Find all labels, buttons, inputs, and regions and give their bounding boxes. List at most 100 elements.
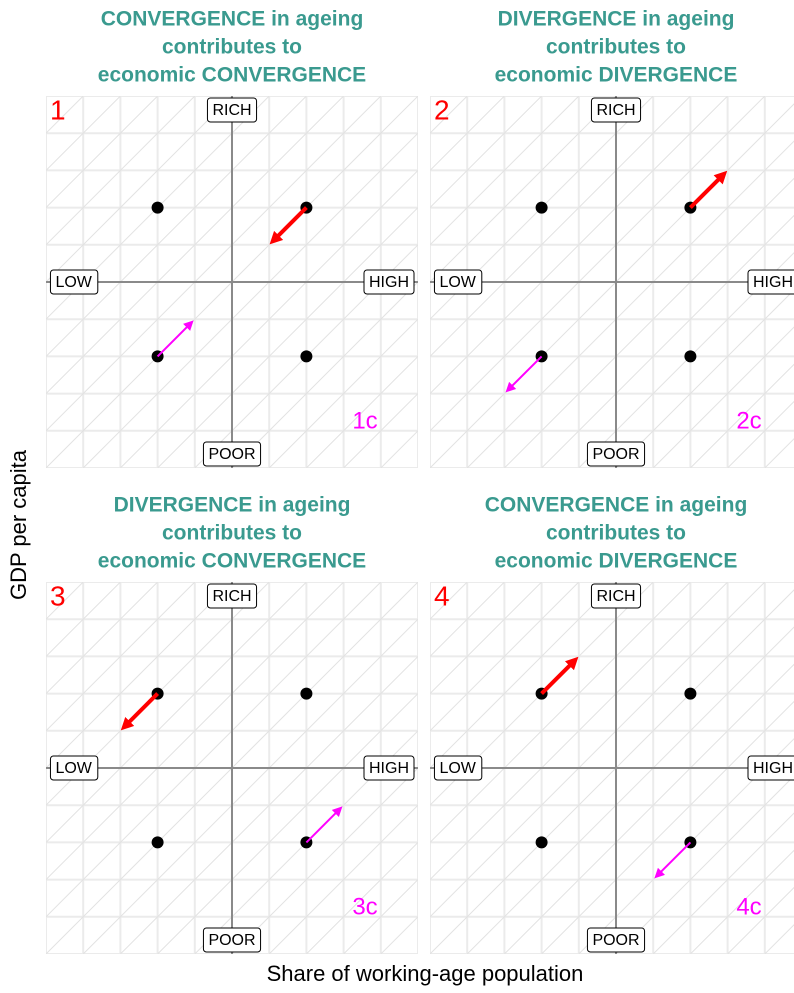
panel: RICH POOR LOW HIGH [430, 582, 794, 954]
diagonal-line [46, 96, 233, 283]
diagonal-line [46, 96, 196, 246]
diagonal-line [430, 582, 505, 658]
diagonal-line [690, 849, 794, 954]
x-axis-title: Share of working-age population [267, 961, 584, 986]
panel-title: economic DIVERGENCE [495, 550, 738, 573]
diagonal-line [652, 812, 794, 954]
panel: RICH POOR LOW HIGH [46, 96, 418, 468]
quadrant-label-text: LOW [55, 760, 92, 777]
quadrant-label-text: HIGH [753, 274, 793, 291]
label-box [49, 269, 99, 295]
quadrant-label-text: POOR [208, 446, 255, 463]
main-arrow [120, 692, 160, 731]
c-arrow [156, 320, 194, 358]
quadrant-label-text: POOR [592, 932, 639, 949]
dot [535, 836, 548, 849]
quadrant-label-text: HIGH [369, 274, 409, 291]
panel-title: economic CONVERGENCE [98, 550, 366, 573]
label-box [202, 441, 262, 467]
label-box [363, 755, 415, 781]
dot [151, 836, 164, 849]
quadrant-label: HIGH [747, 269, 794, 295]
diagonal-line [430, 96, 580, 246]
panel-title: DIVERGENCE in ageing [498, 8, 735, 31]
label-box [433, 755, 483, 781]
diagonal-line [46, 96, 47, 97]
quadrant-label: POOR [202, 927, 262, 953]
diagonal-line [430, 582, 617, 769]
diagonal-line [306, 355, 418, 468]
dot [300, 687, 313, 700]
diagonal-line [430, 96, 617, 283]
label-box [590, 97, 642, 123]
diagonal-line [46, 96, 121, 172]
quadrant-label: RICH [590, 97, 642, 123]
panel-title: economic CONVERGENCE [98, 64, 366, 87]
label-box [363, 269, 415, 295]
c-arrow [305, 806, 343, 844]
quadrant-label: LOW [49, 755, 99, 781]
label-box [206, 97, 258, 123]
diagonal-line [231, 767, 418, 954]
quadrant-label: HIGH [363, 269, 415, 295]
diagonal-line [268, 804, 418, 954]
quadrant-label-text: LOW [55, 274, 92, 291]
label-box [202, 927, 262, 953]
diagonal-line [46, 96, 158, 209]
diagonal-line [652, 326, 794, 468]
label-box [206, 583, 258, 609]
panel-title: CONVERGENCE in ageing [485, 494, 748, 517]
diagonal-line [231, 281, 418, 468]
quadrant-label-text: RICH [212, 102, 251, 119]
panel-title: contributes to [162, 36, 302, 59]
dot [300, 350, 313, 363]
quadrant-label: POOR [586, 441, 646, 467]
quadrant-label: LOW [49, 269, 99, 295]
main-arrow [269, 206, 308, 245]
dot [684, 687, 697, 700]
quadrant-label: POOR [202, 441, 262, 467]
label-box [586, 441, 646, 467]
quadrant-label: RICH [206, 97, 258, 123]
quadrant-label-text: POOR [592, 446, 639, 463]
corner-label: 1c [352, 407, 377, 434]
quadrant-label-text: RICH [596, 102, 635, 119]
diagonal-line [343, 878, 418, 954]
diagonal-line [615, 289, 794, 468]
diagonal-line [430, 96, 542, 209]
diagonal-line [727, 400, 794, 468]
quadrant-label-text: LOW [439, 274, 476, 291]
diagonal-line [306, 841, 418, 954]
main-arrow [688, 170, 728, 210]
diagonal-line [430, 582, 580, 732]
quadrant-label-text: HIGH [369, 760, 409, 777]
quadrant-label-text: HIGH [753, 760, 793, 777]
dot [151, 201, 164, 214]
diagonal-line [727, 886, 794, 954]
quadrant-label: LOW [433, 755, 483, 781]
label-box [49, 755, 99, 781]
label-box [747, 755, 794, 781]
panel-number: 3 [50, 580, 66, 611]
diagonal-line [46, 582, 158, 695]
quadrant-label: RICH [206, 583, 258, 609]
diagonal-line [615, 775, 794, 954]
main-arrow [540, 656, 579, 696]
diagonal-line [430, 96, 505, 172]
label-box [586, 927, 646, 953]
panel-title: contributes to [162, 522, 302, 545]
panel: RICH POOR LOW HIGH [46, 582, 418, 954]
c-arrow [505, 355, 543, 393]
quadrant-label: LOW [433, 269, 483, 295]
quadrant-label-text: RICH [212, 588, 251, 605]
dot [535, 201, 548, 214]
panel-number: 4 [434, 580, 450, 611]
quadrant-label-text: RICH [596, 588, 635, 605]
quadrant-label: POOR [586, 927, 646, 953]
panel-number: 2 [434, 94, 450, 125]
panel-title: contributes to [546, 522, 686, 545]
panel-title: CONVERGENCE in ageing [101, 8, 364, 31]
y-axis-title: GDP per capita [6, 449, 31, 600]
diagonal-line [46, 582, 196, 732]
